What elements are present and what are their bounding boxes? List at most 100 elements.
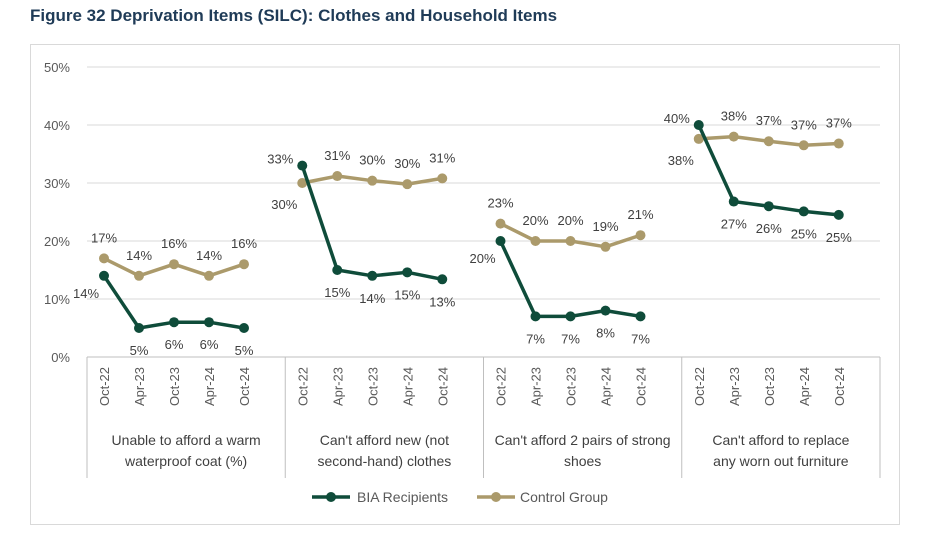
figure-title: Figure 32 Deprivation Items (SILC): Clot…	[30, 6, 558, 25]
control-data-point	[798, 140, 809, 151]
bia-series-line	[498, 240, 641, 319]
x-tick-label: Apr-23	[330, 367, 345, 406]
bia-data-label: 13%	[429, 294, 455, 309]
bia-data-point	[402, 267, 413, 278]
y-tick-label: 10%	[44, 292, 70, 307]
bia-data-point	[204, 317, 214, 328]
control-data-point	[99, 253, 109, 264]
control-data-point	[600, 241, 611, 252]
control-data-point	[437, 173, 448, 184]
bia-data-label: 15%	[324, 285, 350, 300]
bia-data-point	[728, 196, 739, 207]
control-data-label: 23%	[487, 196, 513, 211]
control-data-label: 38%	[668, 153, 694, 168]
control-data-label: 31%	[429, 150, 455, 165]
bia-data-point	[693, 120, 704, 130]
bia-data-label: 25%	[826, 230, 852, 245]
bia-data-label: 6%	[165, 337, 184, 352]
bia-data-point	[635, 311, 646, 322]
bia-data-label: 5%	[235, 343, 254, 358]
bia-data-label: 6%	[200, 337, 219, 352]
legend-control-marker	[491, 492, 501, 502]
control-data-point	[402, 179, 413, 190]
bia-data-label: 26%	[756, 221, 782, 236]
x-tick-label: Oct-22	[97, 367, 112, 406]
bia-data-label: 7%	[526, 331, 545, 346]
x-tick-label: Oct-24	[832, 367, 847, 406]
bia-data-label: 33%	[267, 152, 293, 167]
chart-frame	[30, 44, 900, 525]
control-data-point	[693, 133, 704, 144]
control-data-point	[728, 131, 739, 142]
control-data-label: 37%	[826, 116, 852, 131]
bia-data-point	[600, 305, 611, 316]
x-tick-label: Apr-24	[797, 367, 812, 406]
control-data-point	[635, 230, 646, 241]
bia-data-label: 25%	[791, 226, 817, 241]
y-tick-label: 30%	[44, 176, 70, 191]
bia-data-label: 5%	[130, 343, 149, 358]
x-tick-label: Oct-23	[564, 367, 579, 406]
bia-data-label: 40%	[664, 111, 690, 126]
y-tick-label: 20%	[44, 234, 70, 249]
bia-data-point	[134, 323, 144, 333]
y-tick-label: 50%	[44, 60, 70, 75]
control-data-label: 20%	[557, 213, 583, 228]
category-label: second-hand) clothes	[317, 453, 451, 469]
bia-data-label: 7%	[631, 331, 650, 346]
control-data-label: 19%	[592, 219, 618, 234]
x-tick-label: Apr-23	[132, 367, 147, 406]
bia-data-point	[495, 236, 506, 246]
x-tick-label: Oct-22	[692, 367, 707, 406]
control-data-point	[134, 270, 144, 281]
x-tick-label: Oct-23	[167, 367, 182, 406]
x-tick-label: Apr-24	[599, 367, 614, 406]
control-data-point	[239, 259, 249, 270]
control-data-label: 38%	[721, 109, 747, 124]
x-tick-label: Apr-23	[727, 367, 742, 406]
category-label: shoes	[564, 453, 601, 469]
control-data-point	[565, 236, 576, 246]
bia-data-point	[530, 311, 541, 322]
control-data-point	[204, 270, 214, 281]
bia-data-point	[798, 206, 809, 217]
control-data-point	[297, 178, 308, 188]
bia-data-label: 20%	[469, 251, 495, 266]
y-tick-label: 0%	[51, 350, 70, 365]
control-data-label: 30%	[394, 156, 420, 171]
bia-data-point	[332, 265, 343, 275]
category-label: any worn out furniture	[713, 453, 849, 469]
control-data-label: 14%	[126, 248, 152, 263]
control-data-point	[530, 236, 541, 246]
x-tick-label: Oct-23	[365, 367, 380, 406]
bia-data-label: 27%	[721, 217, 747, 232]
control-data-label: 37%	[756, 113, 782, 128]
control-data-point	[763, 136, 774, 147]
bia-data-point	[297, 160, 308, 171]
x-tick-label: Oct-22	[494, 367, 509, 406]
legend-bia-label: BIA Recipients	[357, 489, 448, 505]
control-data-label: 20%	[522, 213, 548, 228]
x-tick-label: Apr-24	[400, 367, 415, 406]
bia-data-point	[99, 270, 109, 281]
x-tick-label: Oct-24	[634, 367, 649, 406]
bia-data-label: 7%	[561, 331, 580, 346]
control-data-label: 17%	[91, 230, 117, 245]
control-data-label: 31%	[324, 148, 350, 163]
control-data-label: 14%	[196, 248, 222, 263]
control-data-label: 37%	[791, 117, 817, 132]
bia-data-point	[833, 209, 844, 220]
control-data-point	[495, 218, 506, 229]
control-data-label: 16%	[231, 236, 257, 251]
x-tick-label: Oct-23	[762, 367, 777, 406]
bia-data-point	[437, 274, 448, 285]
control-data-point	[169, 259, 179, 270]
bia-data-point	[367, 270, 378, 281]
x-tick-label: Oct-24	[435, 367, 450, 406]
category-label: Can't afford to replace	[712, 432, 849, 448]
x-tick-label: Apr-23	[529, 367, 544, 406]
control-data-point	[332, 171, 343, 182]
bia-data-point	[565, 311, 576, 322]
control-data-label: 30%	[271, 197, 297, 212]
